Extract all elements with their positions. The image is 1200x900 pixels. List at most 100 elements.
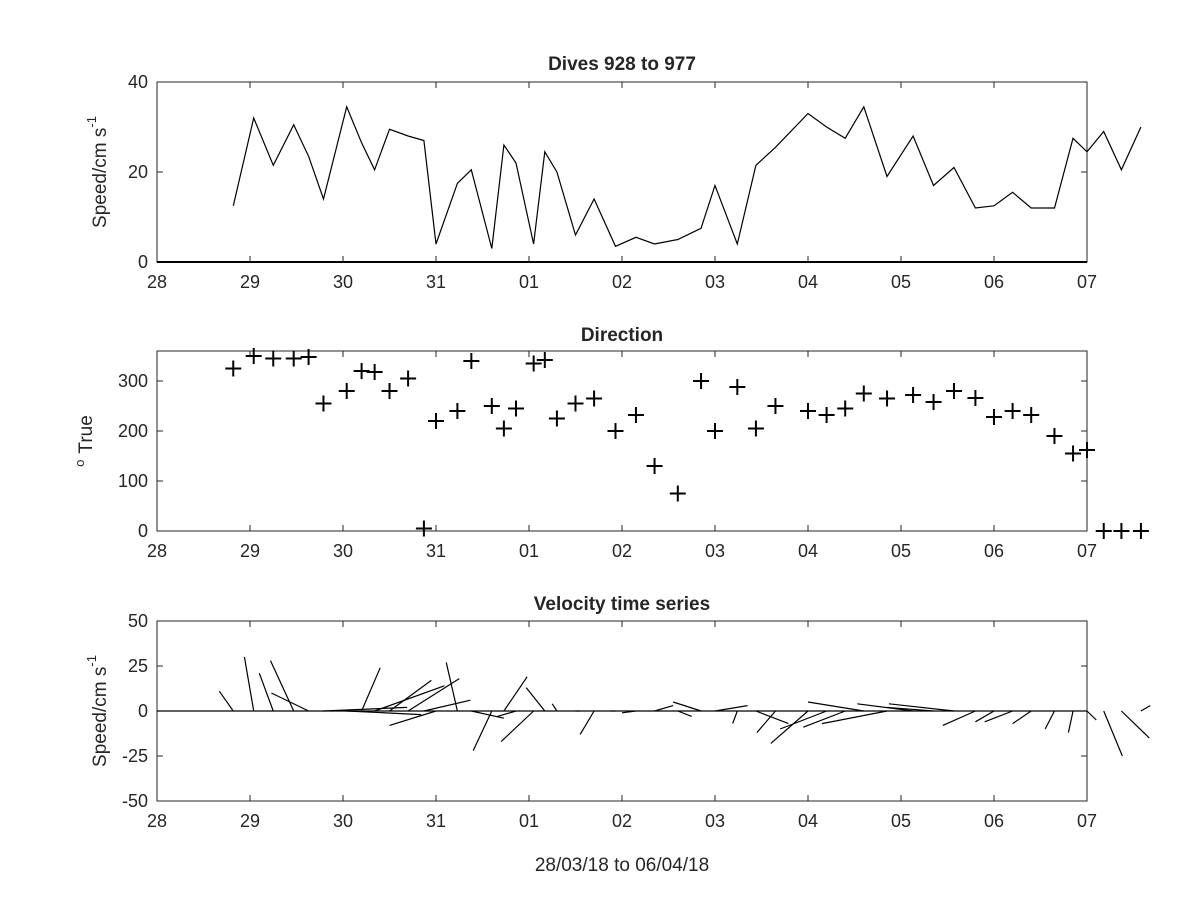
figure-xlabel: 28/03/18 to 06/04/18: [535, 855, 709, 876]
velocity-stick: [654, 705, 674, 712]
speed-xtick-label: 31: [426, 272, 446, 292]
direction-point: [693, 373, 710, 389]
velocity-stick: [471, 710, 505, 719]
velocity-stick: [503, 676, 528, 712]
velocity-stick: [755, 710, 789, 725]
velocity-stick: [1044, 710, 1055, 730]
speed-xtick-label: 06: [984, 272, 1004, 292]
velocity-stick: [497, 710, 517, 717]
direction-point: [1079, 442, 1095, 458]
speed-ticks: 28 29 30 31 01 02 03 04 05 06 07 0 20 40: [128, 72, 1097, 292]
direction-point: [855, 385, 872, 402]
direction-ytick-label: 0: [138, 521, 148, 541]
velocity-stick: [984, 710, 1013, 723]
velocity-ylabel-main: Speed/cm s: [90, 667, 111, 767]
direction-point: [536, 352, 553, 368]
direction-point: [1046, 428, 1063, 444]
direction-point: [707, 423, 723, 439]
velocity-stick: [374, 685, 445, 712]
speed-xtick-label: 29: [240, 272, 260, 292]
speed-xtick-label: 01: [519, 272, 539, 292]
velocity-ytick-label: 50: [128, 611, 148, 631]
direction-point: [338, 383, 355, 399]
direction-point: [428, 413, 444, 429]
direction-ticks: 28 29 30 31 01 02 03 04 05 06 07 0 100 200 300: [118, 351, 1097, 561]
direction-point: [1023, 407, 1040, 423]
direction-xtick-label: 05: [891, 541, 911, 561]
direction-point: [415, 520, 432, 537]
direction-xtick-label: 31: [426, 541, 446, 561]
speed-xtick-label: 05: [891, 272, 911, 292]
velocity-stick: [756, 710, 776, 733]
direction-xtick-label: 29: [240, 541, 260, 561]
direction-point: [495, 420, 512, 437]
velocity-stick: [551, 703, 558, 712]
direction-point: [925, 394, 942, 410]
direction-point: [1095, 523, 1112, 539]
speed-ytick-label: 20: [128, 162, 148, 182]
velocity-stick: [770, 710, 809, 744]
velocity-stick: [1086, 710, 1097, 721]
direction-point: [525, 355, 542, 372]
velocity-stick: [361, 667, 381, 712]
velocity-title: Velocity time series: [534, 594, 710, 615]
direction-xtick-label: 07: [1077, 541, 1097, 561]
direction-point: [483, 398, 500, 414]
velocity-stick: [1012, 710, 1032, 725]
direction-xtick-label: 03: [705, 541, 725, 561]
direction-ytick-label: 200: [118, 421, 148, 441]
velocity-stick: [525, 687, 546, 712]
direction-point: [315, 395, 332, 412]
velocity-stick: [857, 703, 914, 712]
velocity-ytick-label: 25: [128, 656, 148, 676]
velocity-stick: [218, 690, 234, 712]
velocity-stick: [975, 710, 995, 723]
velocity-stick: [821, 710, 888, 725]
direction-axes-box: [156, 350, 1088, 532]
velocity-stick: [346, 710, 422, 716]
velocity-xtick-label: 07: [1077, 811, 1097, 831]
velocity-xtick-label: 02: [612, 811, 632, 831]
velocity-ytick-label: 0: [138, 701, 148, 721]
velocity-stick: [1120, 710, 1150, 739]
velocity-stick: [803, 710, 846, 728]
direction-point: [646, 458, 663, 474]
velocity-xtick-label: 04: [798, 811, 818, 831]
velocity-stick: [269, 660, 295, 712]
direction-point: [1004, 403, 1021, 419]
speed-axes-box: [156, 81, 1088, 263]
velocity-stick: [1140, 705, 1151, 712]
velocity-stick: [672, 701, 702, 712]
direction-point: [905, 387, 922, 403]
velocity-stick: [807, 701, 864, 712]
velocity-stick: [472, 710, 493, 751]
velocity-ytick-label: -25: [122, 746, 148, 766]
speed-xtick-label: 04: [798, 272, 818, 292]
direction-xtick-label: 02: [612, 541, 632, 561]
speed-xtick-label: 07: [1077, 272, 1097, 292]
velocity-stick: [677, 710, 692, 717]
speed-series-line: [232, 104, 1142, 249]
direction-point: [967, 390, 984, 406]
speed-ylabel: Speed/cm s-1: [84, 116, 111, 228]
direction-point: [800, 403, 816, 419]
direction-point: [986, 409, 1002, 425]
velocity-stick: [423, 699, 471, 712]
direction-ylabel-main: True: [76, 415, 97, 453]
velocity-ylabel-sup: -1: [84, 655, 99, 667]
speed-ytick-label: 40: [128, 72, 148, 92]
velocity-marks: [157, 656, 1151, 757]
speed-xtick-label: 30: [333, 272, 353, 292]
speed-xtick-label: 03: [705, 272, 725, 292]
direction-point: [946, 383, 963, 399]
velocity-stick: [732, 710, 738, 724]
direction-point: [627, 407, 644, 423]
velocity-stick: [714, 705, 748, 712]
speed-xtick-label: 02: [612, 272, 632, 292]
velocity-stick: [1103, 710, 1123, 757]
speed-xtick-label: 28: [147, 272, 167, 292]
speed-ylabel-sup: -1: [84, 116, 99, 128]
direction-point: [1132, 523, 1149, 539]
direction-xtick-label: 01: [519, 541, 539, 561]
velocity-stick: [500, 710, 535, 743]
